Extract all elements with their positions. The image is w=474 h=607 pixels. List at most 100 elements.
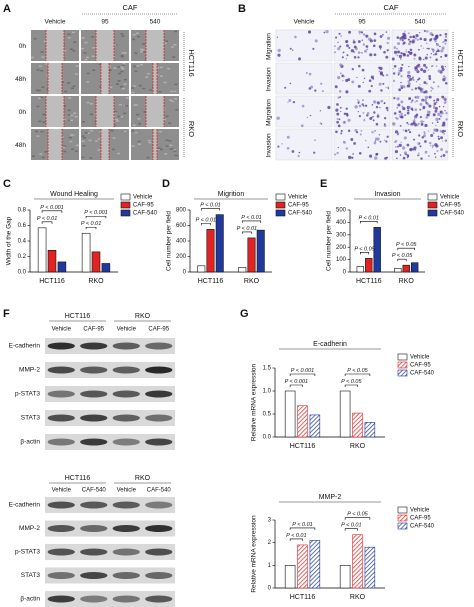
cell-stain — [419, 108, 421, 111]
cell-stain — [420, 157, 423, 160]
column-label: Vehicle — [45, 19, 66, 26]
blot-band — [112, 525, 140, 532]
texture — [75, 144, 79, 147]
texture — [165, 40, 169, 43]
transwell-image — [275, 128, 333, 161]
cell-stain — [353, 45, 357, 49]
cell-stain — [386, 109, 389, 112]
wound-gap — [96, 30, 114, 61]
texture — [132, 38, 136, 41]
cell-stain — [438, 117, 441, 120]
cell-stain — [437, 135, 440, 138]
cell-stain — [423, 131, 426, 134]
legend-swatch — [120, 201, 131, 209]
cell-stain — [340, 110, 342, 113]
texture — [68, 136, 72, 139]
significance-label: P < 0.01 — [196, 217, 216, 223]
panel-letter: A — [3, 3, 11, 15]
texture — [112, 137, 116, 139]
x-tick-label: RKO — [350, 443, 366, 450]
legend-label: CAF-540 — [410, 524, 435, 530]
wound-gap — [101, 63, 109, 94]
cell-stain — [323, 31, 326, 34]
legend-label: Vehicle — [410, 355, 430, 361]
cell-stain — [340, 129, 343, 132]
texture — [156, 148, 160, 151]
texture — [67, 82, 71, 84]
transwell-image — [275, 95, 333, 128]
y-tick-label: 200 — [176, 254, 187, 260]
cell-stain — [378, 70, 380, 72]
legend-swatch — [275, 201, 286, 209]
legend-swatch — [397, 369, 408, 377]
row-label: Invasion — [266, 133, 273, 158]
texture — [40, 51, 44, 53]
cell-stain — [420, 68, 424, 72]
cell-stain — [422, 120, 425, 123]
cell-stain — [346, 54, 349, 57]
texture — [85, 56, 89, 59]
blot-strip — [45, 338, 175, 354]
texture — [158, 90, 162, 93]
cell-stain — [400, 51, 403, 55]
cell-stain — [401, 105, 404, 108]
blot-band — [145, 438, 173, 446]
lane-label: CAF-540 — [82, 488, 107, 494]
row-label: 48h — [15, 142, 26, 149]
cell-stain — [402, 41, 406, 45]
cell-stain — [397, 145, 399, 148]
group-label: CAF — [384, 3, 399, 12]
cell-stain — [399, 154, 402, 156]
cell-stain — [428, 155, 430, 157]
cell-stain — [292, 100, 296, 104]
bar — [352, 412, 363, 438]
texture — [90, 129, 94, 132]
texture — [134, 104, 138, 106]
cell-stain — [428, 95, 432, 99]
cell-stain — [441, 46, 445, 50]
x-tick-label: HCT116 — [356, 278, 382, 285]
column-label: 540 — [150, 19, 161, 26]
cell-stain — [306, 72, 308, 74]
texture — [137, 118, 141, 120]
cell-stain — [433, 128, 437, 132]
row-label: 48h — [15, 76, 26, 83]
cell-stain — [434, 39, 437, 43]
cell-stain — [356, 131, 359, 134]
cell-stain — [404, 114, 407, 117]
cell-stain — [437, 85, 440, 88]
cell-stain — [357, 56, 360, 59]
group-label: CAF — [123, 3, 138, 12]
column-label: 540 — [415, 19, 426, 26]
cell-stain — [435, 58, 438, 61]
lane-label: Vehicle — [117, 488, 137, 494]
texture — [39, 153, 43, 155]
texture — [40, 69, 44, 72]
cell-stain — [385, 31, 388, 33]
cell-stain — [430, 89, 433, 92]
legend-swatch — [275, 209, 286, 217]
texture — [123, 130, 127, 133]
cell-stain — [414, 66, 418, 70]
cell-stain — [433, 104, 436, 107]
texture — [41, 56, 45, 58]
band-label: p-STAT3 — [15, 391, 40, 398]
cell-stain — [423, 37, 427, 42]
cell-stain — [407, 75, 411, 79]
legend-label: Vehicle — [440, 195, 460, 201]
cell-stain — [337, 124, 341, 128]
cell-stain — [363, 119, 366, 122]
cell-stain — [340, 132, 343, 135]
cell-stain — [402, 145, 404, 148]
cell-stain — [308, 72, 312, 76]
bar — [297, 544, 308, 589]
cell-stain — [422, 69, 427, 73]
y-tick-label: 0.4 — [18, 239, 27, 245]
significance-bracket — [360, 252, 370, 255]
lane-label: Vehicle — [117, 327, 137, 333]
bar — [238, 267, 247, 273]
cell-stain — [373, 100, 377, 104]
blot-band — [47, 366, 75, 374]
wound-gap — [101, 129, 109, 160]
texture — [83, 137, 87, 139]
